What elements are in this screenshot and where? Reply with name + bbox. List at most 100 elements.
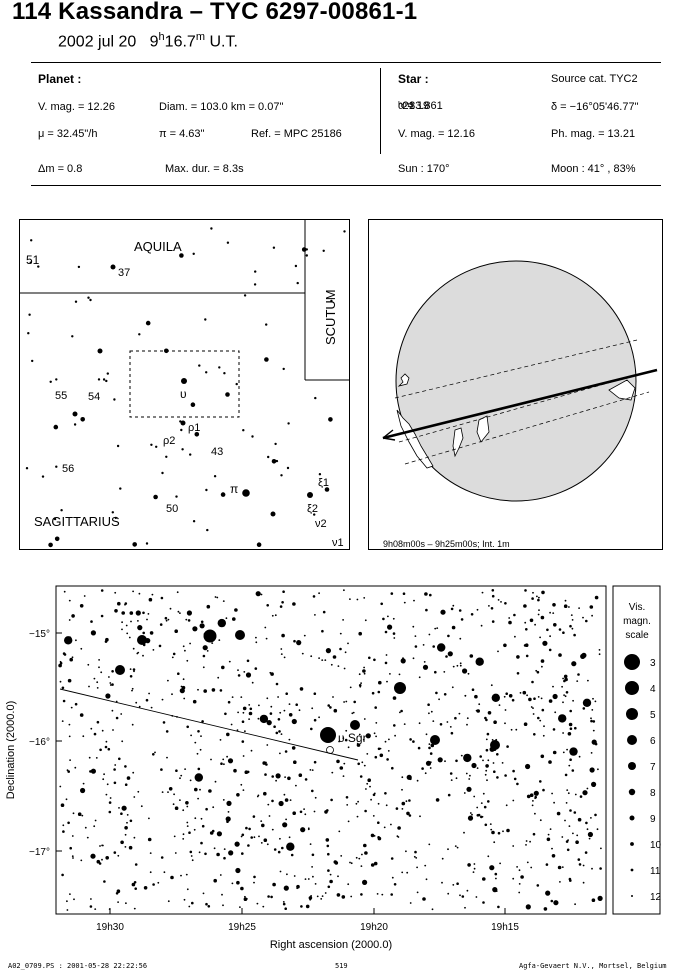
map-star (584, 851, 588, 854)
map-star (266, 697, 269, 700)
map-star (467, 815, 474, 821)
map-star (287, 776, 291, 781)
finder-star (27, 332, 30, 335)
zoom-field-rect (129, 350, 240, 418)
map-star (234, 608, 238, 612)
map-star (572, 832, 574, 835)
map-star (271, 828, 274, 831)
map-star (242, 706, 247, 711)
map-star (90, 768, 96, 774)
map-star (394, 734, 396, 737)
finder-star (165, 455, 168, 458)
y-ticks: −15° −16° −17° (29, 629, 62, 858)
map-star (221, 665, 225, 670)
map-star (573, 811, 577, 814)
map-star (424, 592, 428, 596)
map-star-bright (115, 665, 125, 675)
map-star (84, 826, 87, 829)
map-star (169, 607, 172, 610)
map-star (327, 852, 330, 856)
map-star (497, 905, 500, 909)
map-star (587, 831, 594, 838)
map-star (74, 702, 78, 706)
map-star (62, 824, 65, 827)
map-star (510, 728, 513, 731)
map-star (244, 895, 246, 898)
map-star (393, 883, 397, 886)
scale-dot (626, 708, 638, 720)
map-star (565, 802, 568, 804)
map-star (100, 671, 103, 674)
map-star (578, 863, 582, 866)
map-star (564, 695, 567, 698)
map-star (88, 685, 90, 688)
x-tick-label: 19h15 (491, 922, 519, 933)
map-star (550, 899, 554, 903)
map-star (260, 593, 263, 596)
map-star (95, 757, 98, 759)
map-star (86, 836, 89, 839)
map-star (356, 598, 359, 601)
map-star (117, 854, 120, 857)
map-star (255, 641, 258, 644)
map-star (318, 657, 320, 659)
map-star (133, 881, 137, 884)
map-star (235, 867, 241, 874)
map-star (129, 819, 133, 823)
map-star (428, 843, 431, 846)
map-star (405, 850, 407, 853)
map-star (186, 610, 192, 616)
map-star (282, 822, 288, 828)
map-star (412, 740, 415, 743)
map-star (266, 720, 272, 726)
map-star (130, 620, 132, 623)
map-star (372, 815, 375, 817)
map-star (186, 821, 189, 824)
map-star (484, 823, 488, 827)
map-star (447, 651, 453, 657)
map-star (379, 753, 384, 758)
map-star (345, 700, 348, 703)
map-star (505, 692, 509, 695)
map-star (190, 855, 193, 857)
constellation-sagittarius: SAGITTARIUS (34, 514, 120, 529)
event-datetime: 2002 jul 20 9h16.7m U.T. (58, 31, 238, 51)
map-star (105, 856, 109, 860)
map-star (339, 632, 342, 635)
map-star (469, 812, 472, 814)
map-star (459, 637, 462, 640)
map-star (596, 828, 599, 831)
map-star (133, 836, 136, 839)
map-star (534, 812, 536, 815)
map-star (447, 634, 450, 638)
finder-star (116, 444, 120, 448)
map-star (376, 893, 379, 895)
map-star (419, 815, 421, 818)
map-star (167, 679, 169, 682)
map-star (288, 738, 291, 741)
map-star (263, 838, 268, 842)
map-star (202, 654, 206, 658)
map-star (518, 891, 521, 894)
map-star (320, 898, 323, 900)
map-star (124, 765, 127, 768)
planet-diam: Diam. = 103.0 km = 0.07" (159, 101, 284, 113)
map-star (88, 756, 91, 759)
map-star (563, 694, 565, 696)
map-star (477, 813, 481, 817)
map-star (226, 732, 230, 737)
map-star (285, 692, 289, 695)
map-star (371, 691, 375, 695)
map-star (198, 851, 201, 854)
map-star (525, 844, 527, 846)
map-star (333, 708, 338, 713)
map-star (247, 844, 250, 847)
map-star (549, 828, 552, 830)
map-star (143, 886, 148, 890)
map-star (170, 875, 174, 880)
finder-star (318, 473, 322, 476)
map-star (258, 592, 261, 595)
map-star (278, 730, 281, 733)
map-star (242, 789, 245, 791)
map-star (400, 709, 403, 713)
